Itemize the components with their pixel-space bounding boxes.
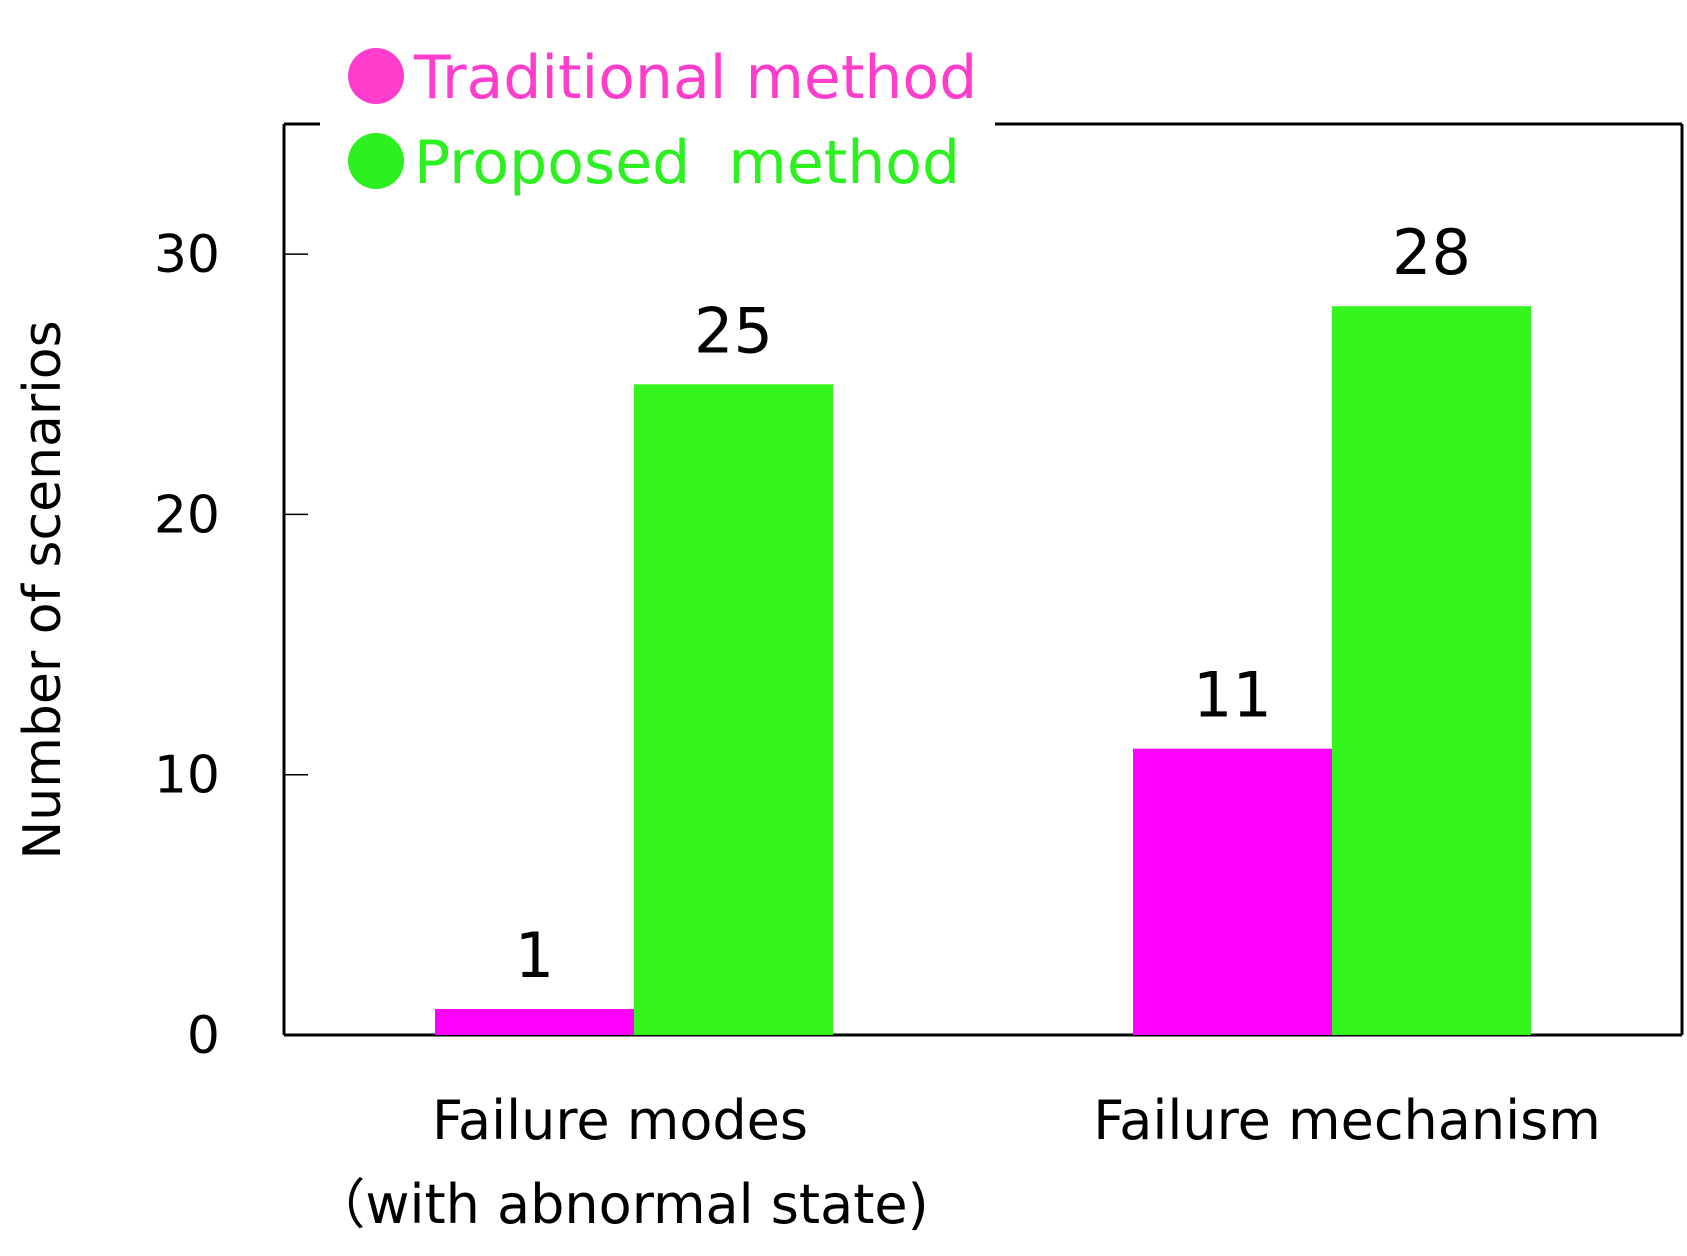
legend: Traditional method Proposed method <box>348 43 977 198</box>
data-labels: 1 25 11 28 <box>515 216 1471 992</box>
category-label-1-line-1: Failure modes <box>432 1089 808 1152</box>
category-label-2-line-1: Failure mechanism <box>1093 1089 1601 1152</box>
legend-label-traditional: Traditional method <box>413 43 977 113</box>
data-label-proposed-2: 28 <box>1392 216 1471 289</box>
y-axis: 0 10 20 30 <box>154 225 308 1066</box>
y-tick-label-0: 0 <box>187 1006 220 1066</box>
y-axis-title: Number of scenarios <box>13 320 73 859</box>
bar-traditional-2 <box>1133 748 1332 1035</box>
data-label-traditional-2: 11 <box>1193 659 1272 732</box>
data-label-traditional-1: 1 <box>515 919 554 992</box>
legend-marker-traditional <box>348 48 404 104</box>
category-label-1-line-2: （with abnormal state) <box>311 1173 928 1236</box>
legend-marker-proposed <box>348 133 404 189</box>
y-tick-label-30: 30 <box>154 225 220 285</box>
y-tick-label-10: 10 <box>154 746 220 806</box>
x-axis: Failure modes （with abnormal state) Failur… <box>311 1089 1600 1236</box>
y-tick-label-20: 20 <box>154 485 220 545</box>
bars <box>435 306 1531 1035</box>
bar-proposed-2 <box>1332 306 1531 1035</box>
data-label-proposed-1: 25 <box>694 294 773 367</box>
bar-proposed-1 <box>634 384 833 1035</box>
bar-traditional-1 <box>435 1008 634 1035</box>
legend-label-proposed: Proposed method <box>414 128 960 198</box>
